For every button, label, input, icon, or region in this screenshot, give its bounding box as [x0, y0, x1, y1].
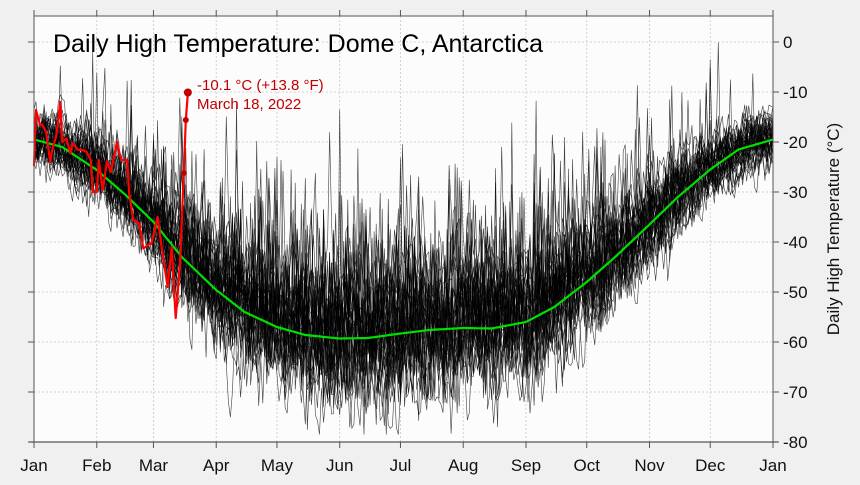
y-tick-label: 0: [783, 33, 792, 52]
x-tick-label: Apr: [203, 456, 230, 475]
y-tick-label: -60: [783, 333, 808, 352]
x-tick-label: Jan: [759, 456, 786, 475]
x-tick-label: Nov: [634, 456, 665, 475]
y-tick-label: -30: [783, 183, 808, 202]
mean-curve-group: [33, 138, 774, 340]
x-tick-label: Jun: [326, 456, 353, 475]
x-tick-label: Jan: [20, 456, 47, 475]
historical-year-line: [33, 117, 774, 395]
current-year-point: [182, 117, 189, 123]
x-tick-label: Oct: [574, 456, 601, 475]
x-tick-label: Jul: [390, 456, 412, 475]
current-year-group: [32, 88, 192, 320]
y-tick-label: -20: [783, 133, 808, 152]
current-year-point: [183, 88, 192, 97]
historical-year-line: [33, 42, 774, 382]
current-year-point: [180, 170, 187, 176]
y-tick-label: -10: [783, 83, 808, 102]
y-tick-label: -80: [783, 433, 808, 452]
annotation-date: March 18, 2022: [197, 96, 301, 113]
y-tick-label: -50: [783, 283, 808, 302]
current-year-line: [32, 92, 189, 320]
y-axis-label: Daily High Temperature (°C): [824, 123, 843, 335]
historical-traces: [33, 42, 774, 435]
x-tick-label: Sep: [511, 456, 541, 475]
chart-title: Daily High Temperature: Dome C, Antarcti…: [53, 30, 543, 58]
x-tick-label: Aug: [448, 456, 478, 475]
annotation-value: -10.1 °C (+13.8 °F): [197, 77, 324, 94]
y-tick-label: -40: [783, 233, 808, 252]
axes: Jan Feb Mar Apr May Jun Jul Aug Sep Oct Nov Dec Jan 0…: [20, 10, 808, 475]
x-tick-label: Dec: [695, 456, 726, 475]
x-tick-label: May: [261, 456, 294, 475]
x-tick-label: Mar: [139, 456, 169, 475]
y-tick-label: -70: [783, 383, 808, 402]
x-tick-label: Feb: [82, 456, 111, 475]
mean-line: [33, 138, 774, 340]
